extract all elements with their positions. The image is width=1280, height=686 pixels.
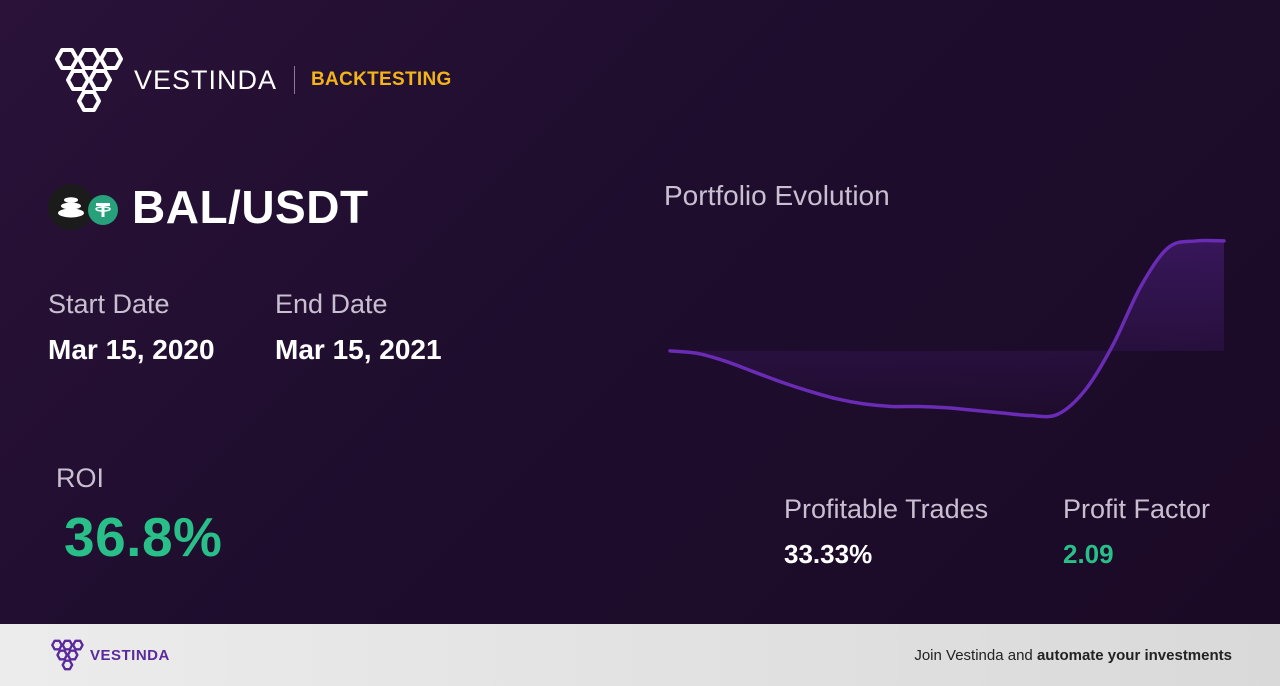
backtest-card: VESTINDA BACKTESTING BAL/USDT Start Date… xyxy=(0,0,1280,624)
balancer-icon xyxy=(48,184,94,230)
hexagon-logo-icon xyxy=(51,639,84,671)
profit-factor-label: Profit Factor xyxy=(1063,494,1211,524)
chart-point xyxy=(862,402,866,406)
footer-cta[interactable]: Join Vestinda and automate your investme… xyxy=(914,647,1232,664)
header-divider xyxy=(294,66,296,94)
chart-point xyxy=(1167,245,1171,249)
vestinda-logo[interactable]: VESTINDA BACKTESTING xyxy=(48,47,452,113)
profitable-trades-label: Profitable Trades xyxy=(784,494,989,524)
trading-pair: BAL/USDT xyxy=(48,180,369,234)
chart-area-fill xyxy=(670,240,1224,417)
chart-point xyxy=(1000,411,1004,415)
chart-point xyxy=(945,406,949,410)
profitable-trades-value: 33.33% xyxy=(784,539,873,569)
footer-cta-bold: automate your investments xyxy=(1036,646,1232,664)
chart-point xyxy=(696,351,700,355)
chart-point xyxy=(1111,342,1115,346)
backtesting-tag: BACKTESTING xyxy=(311,69,452,90)
chart-point xyxy=(779,380,783,384)
chart-point xyxy=(723,359,727,363)
footer-cta-prefix: Join Vestinda and xyxy=(914,646,1037,664)
chart-point xyxy=(1028,414,1032,418)
chart-point xyxy=(1056,412,1060,416)
portfolio-chart xyxy=(668,238,1226,419)
roi-label: ROI xyxy=(56,463,105,493)
roi-value: 36.8% xyxy=(64,506,223,568)
chart-point xyxy=(668,349,672,353)
chart-series-line xyxy=(668,238,1226,419)
end-date-label: End Date xyxy=(275,289,388,319)
start-date-label: Start Date xyxy=(48,289,170,319)
chart-point xyxy=(890,404,894,408)
end-date-value: Mar 15, 2021 xyxy=(275,334,442,365)
chart-point xyxy=(834,397,838,401)
chart-point xyxy=(1222,239,1226,243)
chart-point xyxy=(917,404,921,408)
chart-point xyxy=(1194,239,1198,243)
chart-title: Portfolio Evolution xyxy=(664,180,890,211)
footer-logo[interactable]: VESTINDA xyxy=(48,639,170,671)
start-date-value: Mar 15, 2020 xyxy=(48,334,215,365)
profit-factor-value: 2.09 xyxy=(1063,539,1114,569)
chart-point xyxy=(1139,284,1143,288)
chart-point xyxy=(807,389,811,393)
chart-point xyxy=(751,370,755,374)
footer-banner: VESTINDA Join Vestinda and automate your… xyxy=(0,624,1280,686)
footer-brand: VESTINDA xyxy=(90,646,170,664)
brand-name: VESTINDA xyxy=(134,64,278,95)
pair-name: BAL/USDT xyxy=(132,181,369,233)
chart-point xyxy=(1084,388,1088,392)
tether-icon xyxy=(88,195,118,225)
hexagon-logo-icon xyxy=(55,48,123,112)
chart-point xyxy=(973,408,977,412)
